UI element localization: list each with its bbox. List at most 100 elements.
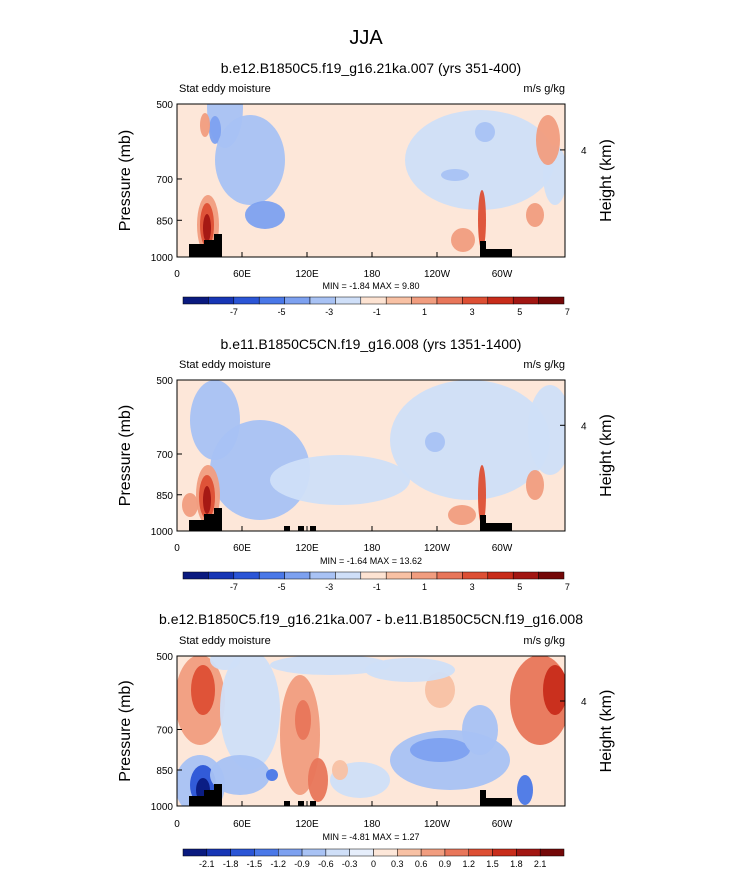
colorbar-label: 1 (422, 307, 427, 317)
xtick-label: 180 (364, 819, 381, 830)
colorbar-label: -7 (230, 582, 238, 592)
colorbar-label: 7 (565, 307, 570, 317)
colorbar-swatch (512, 571, 539, 580)
colorbar-swatch (278, 848, 303, 857)
colorbar-label: -1 (373, 582, 381, 592)
colorbar-swatch (538, 571, 565, 580)
colorbar-label: 1.8 (510, 859, 523, 869)
right-label: m/s g/kg (523, 635, 565, 647)
colorbar-swatch (487, 571, 514, 580)
colorbar-label: 5 (517, 582, 522, 592)
colorbar-swatch (309, 571, 336, 580)
ytick-label: 500 (156, 652, 173, 663)
colorbar-swatch (301, 848, 327, 857)
colorbar-swatch (258, 296, 285, 305)
xtick-label: 0 (174, 269, 180, 280)
ylabel: Pressure (mb) (117, 130, 134, 231)
terrain-block-2 (310, 526, 316, 531)
colorbar-label: 5 (517, 307, 522, 317)
colorbar-swatch (335, 571, 362, 580)
field-blob-3 (295, 700, 311, 740)
colorbar-swatch (284, 571, 311, 580)
colorbar-swatch (360, 571, 387, 580)
panel-title: b.e12.B1850C5.f19_g16.21ka.007 (yrs 351-… (221, 60, 521, 76)
field-blob-14 (536, 115, 560, 165)
field-blob-19 (517, 775, 533, 805)
colorbar-swatch (436, 571, 463, 580)
field-blob-6 (543, 665, 565, 715)
colorbar-label: 7 (565, 582, 570, 592)
colorbar-swatch (254, 848, 279, 857)
y2label: Height (km) (598, 139, 615, 222)
field-blob-3 (245, 201, 285, 229)
ytick-label: 850 (156, 491, 173, 502)
min-max-stats: MIN = -4.81 MAX = 1.27 (322, 832, 419, 842)
colorbar-swatch (284, 296, 311, 305)
colorbar-swatch (325, 848, 350, 857)
ytick-label: 1000 (151, 253, 174, 264)
colorbar-swatch (385, 571, 412, 580)
colorbar-swatch (539, 848, 565, 857)
colorbar-swatch (182, 296, 209, 305)
field-blob-15 (200, 113, 210, 137)
colorbar-swatch (538, 296, 565, 305)
colorbar-label: 3 (470, 582, 475, 592)
xtick-label: 60W (492, 819, 513, 830)
y2label: Height (km) (598, 414, 615, 497)
colorbar-swatch (230, 848, 255, 857)
figure-title: JJA (349, 27, 383, 49)
field-blob-4 (308, 758, 328, 802)
xtick-label: 60W (492, 543, 513, 554)
colorbar-label: -1.5 (247, 859, 263, 869)
field-blob-9 (478, 465, 486, 525)
colorbar-label: -7 (230, 307, 238, 317)
panel-title: b.e11.B1850C5CN.f19_g16.008 (yrs 1351-14… (221, 336, 522, 352)
xtick-label: 120E (295, 543, 319, 554)
terrain-mask (189, 784, 222, 806)
field-blob-2 (215, 115, 285, 205)
terrain-andes (480, 515, 512, 531)
field-blob-10 (203, 214, 211, 242)
colorbar-label: 2.1 (534, 859, 547, 869)
terrain-mask (189, 508, 222, 531)
ytick-label: 500 (156, 100, 173, 111)
terrain-block-0 (284, 526, 290, 531)
colorbar-label: 3 (470, 307, 475, 317)
right-label: m/s g/kg (523, 83, 565, 95)
field-blob-4 (405, 110, 555, 210)
colorbar-label: -0.6 (318, 859, 334, 869)
terrain-andes (480, 790, 512, 806)
ytick-label: 1000 (151, 527, 174, 538)
left-label: Stat eddy moisture (179, 83, 271, 95)
field-blob-5 (475, 122, 495, 142)
colorbar-label: -5 (278, 582, 286, 592)
field-contours (197, 104, 565, 255)
panel-21ka: b.e12.B1850C5.f19_g16.21ka.007 (yrs 351-… (117, 60, 615, 317)
colorbar-label: 0.9 (439, 859, 452, 869)
xtick-label: 120W (424, 819, 451, 830)
colorbar-swatch (385, 296, 412, 305)
min-max-stats: MIN = -1.64 MAX = 13.62 (320, 556, 422, 566)
field-blob-1 (209, 116, 221, 144)
plot-frame (176, 103, 566, 258)
colorbar-swatch (182, 571, 209, 580)
terrain-block-1 (298, 526, 304, 531)
colorbar-swatch (258, 571, 285, 580)
y2label: Height (km) (598, 690, 615, 773)
xtick-label: 60E (233, 269, 251, 280)
colorbar-label: -1.8 (223, 859, 239, 869)
colorbar-swatch (206, 848, 231, 857)
xtick-label: 60E (233, 543, 251, 554)
field-blob-3 (425, 432, 445, 452)
xtick-label: 0 (174, 819, 180, 830)
colorbar-label: 1.5 (486, 859, 499, 869)
xtick-label: 180 (364, 269, 381, 280)
colorbar-swatch (512, 296, 539, 305)
colorbar-swatch (208, 571, 235, 580)
colorbar-swatch (492, 848, 517, 857)
colorbar-label: -2.1 (199, 859, 215, 869)
colorbar-label: -5 (278, 307, 286, 317)
field-blob-10 (448, 505, 476, 525)
ytick-label: 700 (156, 450, 173, 461)
